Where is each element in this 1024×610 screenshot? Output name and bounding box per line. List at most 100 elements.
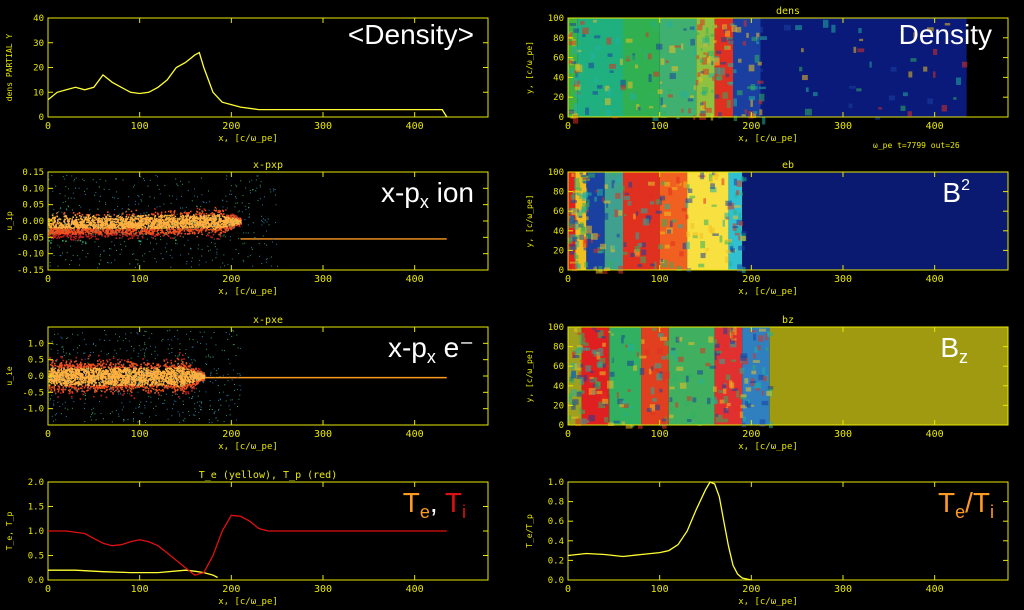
particle: [71, 368, 73, 370]
particle: [126, 217, 129, 220]
particle: [121, 227, 124, 229]
particle: [89, 365, 92, 368]
particle: [55, 212, 58, 215]
particle: [94, 224, 97, 227]
particle: [78, 204, 80, 206]
particle: [104, 382, 107, 384]
particle: [123, 390, 125, 392]
particle: [185, 363, 188, 365]
particle: [110, 262, 112, 264]
particle: [91, 215, 94, 218]
particle: [162, 225, 164, 227]
particle: [80, 225, 83, 228]
particle: [213, 228, 216, 230]
particle: [66, 366, 69, 368]
particle: [101, 220, 103, 223]
particle: [113, 369, 115, 371]
particle: [120, 218, 122, 220]
particle: [65, 225, 67, 227]
particle: [188, 229, 191, 231]
particle: [213, 213, 215, 215]
particle: [91, 381, 93, 383]
particle: [137, 215, 139, 217]
particle: [222, 231, 225, 233]
particle: [116, 249, 117, 251]
particle: [182, 222, 184, 224]
particle: [179, 222, 181, 225]
particle: [190, 210, 192, 213]
particle: [65, 186, 67, 188]
particle: [126, 235, 128, 237]
particle: [182, 218, 185, 221]
particle: [51, 232, 53, 234]
particle: [144, 222, 146, 225]
particle: [115, 237, 118, 239]
particle: [175, 239, 177, 241]
particle: [169, 254, 171, 256]
particle: [183, 244, 185, 246]
particle: [145, 231, 148, 233]
particle: [95, 365, 97, 367]
particle: [263, 196, 265, 198]
particle: [186, 225, 188, 228]
particle: [98, 359, 101, 361]
particle: [131, 362, 134, 364]
particle: [79, 221, 82, 224]
particle: [125, 376, 127, 379]
particle: [71, 377, 74, 379]
particle: [161, 219, 164, 221]
particle: [59, 218, 61, 220]
particle: [221, 220, 223, 223]
particle: [186, 228, 189, 231]
particle: [231, 213, 233, 216]
particle: [66, 223, 68, 226]
particle: [77, 228, 79, 230]
particle: [54, 232, 57, 234]
particle: [54, 384, 57, 386]
particle: [79, 232, 82, 234]
particle: [174, 226, 176, 229]
particle: [227, 229, 229, 232]
particle: [190, 247, 191, 249]
particle: [110, 230, 112, 232]
particle: [266, 230, 267, 232]
particle: [97, 214, 100, 216]
particle: [265, 259, 267, 260]
particle: [149, 221, 152, 223]
particle: [274, 194, 276, 196]
particle: [239, 220, 242, 223]
particle: [62, 235, 64, 238]
particle: [191, 232, 194, 235]
particle: [66, 252, 68, 254]
particle: [130, 366, 133, 368]
particle: [116, 218, 118, 220]
particle: [214, 224, 216, 227]
particle: [183, 216, 185, 218]
series-line-0: [47, 51, 448, 118]
particle: [168, 217, 170, 219]
particle: [204, 216, 207, 219]
particle: [157, 184, 159, 186]
particle: [164, 378, 166, 381]
particle: [148, 378, 150, 380]
particle: [61, 228, 64, 231]
particle: [92, 215, 95, 217]
particle: [169, 379, 172, 382]
particle: [53, 231, 55, 233]
particle: [92, 223, 93, 225]
particle: [97, 221, 100, 223]
particle: [57, 234, 60, 236]
particle: [107, 217, 110, 220]
particle: [64, 384, 66, 387]
particle: [125, 223, 128, 226]
particle: [183, 370, 185, 372]
particle: [160, 221, 162, 224]
particle: [70, 238, 72, 240]
y-tick-label: 20: [33, 64, 44, 74]
particle: [140, 218, 142, 221]
particle: [104, 371, 106, 374]
particle: [61, 211, 63, 213]
particle: [97, 233, 99, 236]
particle: [107, 230, 110, 232]
particle: [211, 242, 212, 244]
